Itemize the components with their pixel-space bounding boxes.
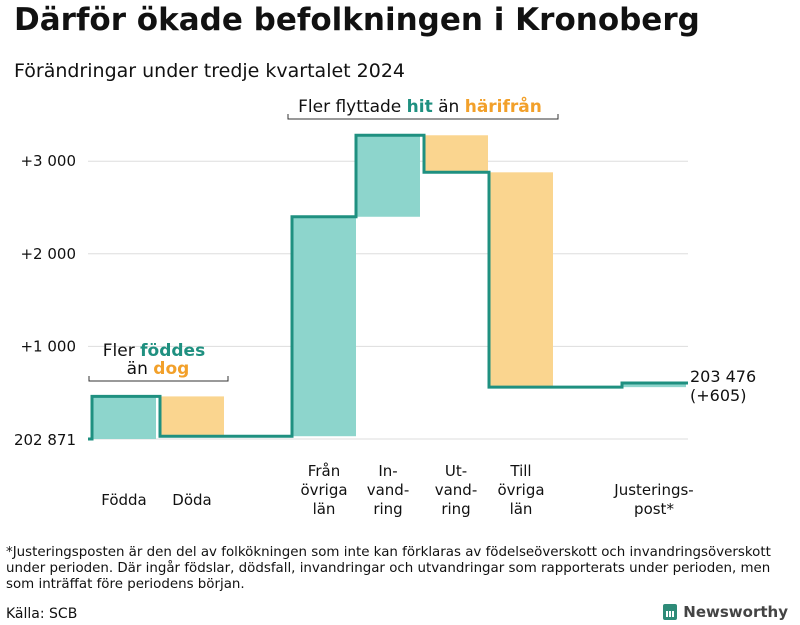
waterfall-bar xyxy=(160,396,224,437)
migration-annotation: Fler flyttade hit än härifrån xyxy=(298,95,542,117)
source-label: Källa: SCB xyxy=(6,606,78,622)
end-change-label: (+605) xyxy=(690,386,746,405)
category-label: ring xyxy=(441,500,470,518)
footnote: *Justeringsposten är den del av folkökni… xyxy=(6,545,771,592)
category-label: Ut- xyxy=(445,462,467,480)
category-label: In- xyxy=(378,462,397,480)
category-label: Till xyxy=(509,462,531,480)
waterfall-bar xyxy=(292,216,356,437)
category-label: Justerings- xyxy=(613,481,693,499)
y-tick-label: +1 000 xyxy=(20,337,76,355)
brand-logo: Newsworthy xyxy=(663,603,788,621)
chart-title: Därför ökade befolkningen i Kronoberg xyxy=(14,2,700,38)
base-value-label: 202 871 xyxy=(14,431,76,449)
brand-name: Newsworthy xyxy=(683,603,788,621)
category-label: övriga xyxy=(300,481,347,499)
newsworthy-logo-icon xyxy=(663,604,678,620)
waterfall-bar xyxy=(622,382,686,388)
waterfall-bar xyxy=(424,135,488,173)
category-label: ring xyxy=(373,500,402,518)
category-label: vand- xyxy=(367,481,410,499)
category-label: post* xyxy=(634,500,674,518)
category-label: Födda xyxy=(101,491,147,509)
category-label: Döda xyxy=(172,491,211,509)
cumulative-line xyxy=(88,133,688,441)
category-label: vand- xyxy=(435,481,478,499)
category-label: övriga xyxy=(497,481,544,499)
waterfall-bar xyxy=(356,135,420,217)
category-label: län xyxy=(313,500,336,518)
births-annotation-line2: än dog xyxy=(127,359,190,379)
y-tick-label: +2 000 xyxy=(20,245,76,263)
migration-bracket xyxy=(287,114,559,120)
waterfall-chart: +1 000 +2 000 +3 000 202 871 203 476(+605) Fö… xyxy=(14,95,756,518)
waterfall-bar xyxy=(92,396,156,439)
end-value-label: 203 476 xyxy=(690,367,756,386)
y-tick-label: +3 000 xyxy=(20,152,76,170)
chart-subtitle: Förändringar under tredje kvartalet 2024 xyxy=(14,60,406,82)
births-annotation-line1: Fler föddes xyxy=(103,341,205,361)
category-label: Från xyxy=(308,462,340,480)
category-label: län xyxy=(510,500,533,518)
waterfall-bar xyxy=(489,172,553,388)
births-bracket xyxy=(88,376,229,382)
